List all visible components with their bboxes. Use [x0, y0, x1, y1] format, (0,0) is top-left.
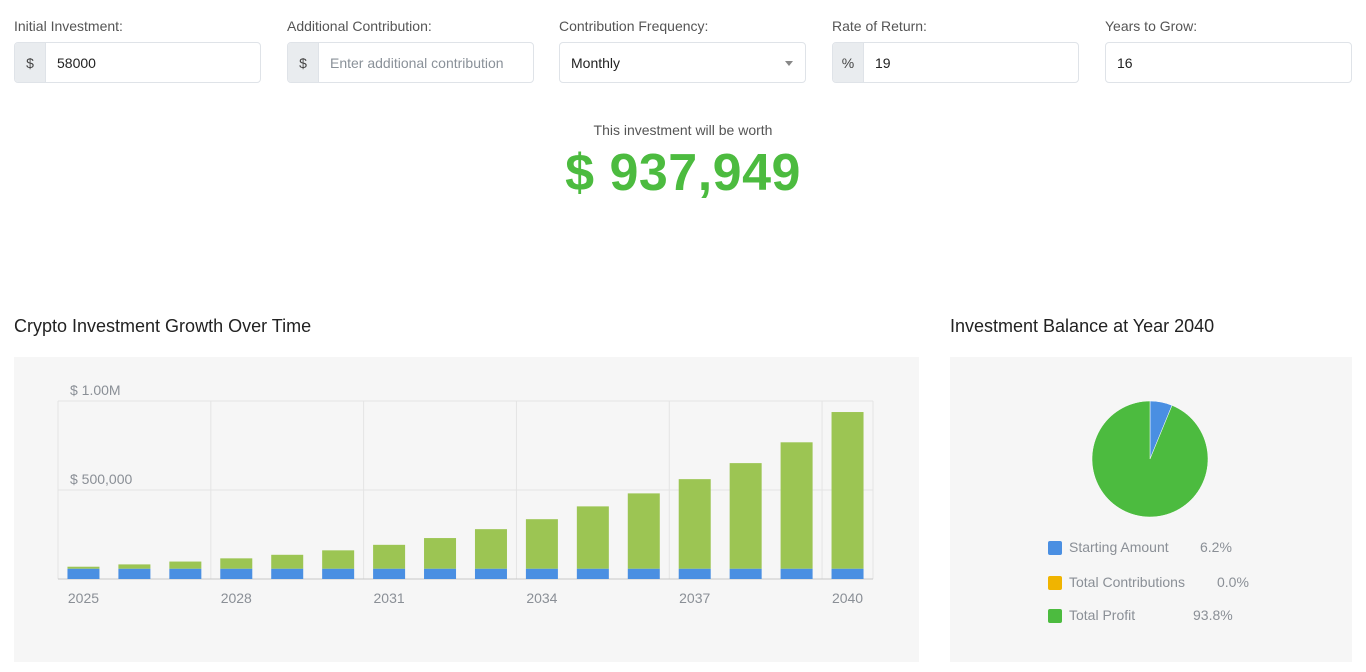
balance-chart-title: Investment Balance at Year 2040	[950, 316, 1215, 336]
legend-swatch	[1048, 576, 1062, 590]
bar-total-profit-2034[interactable]	[525, 519, 558, 569]
bar-total-profit-2030[interactable]	[322, 550, 355, 569]
contribution-frequency-select[interactable]: Monthly	[559, 42, 806, 83]
bar-starting-amount-2037[interactable]	[678, 568, 711, 579]
bar-starting-amount-2025[interactable]	[67, 568, 100, 579]
dollar-prefix: $	[15, 43, 46, 82]
bar-starting-amount-2029[interactable]	[271, 568, 304, 579]
bar-total-profit-2027[interactable]	[169, 561, 202, 569]
growth-chart-panel: $ 500,000 $ 1.00M 2025 2028 2031 2034 2037 2040	[14, 357, 919, 662]
legend-swatch	[1048, 541, 1062, 555]
bar-total-profit-2032[interactable]	[424, 538, 457, 569]
percent-prefix: %	[833, 43, 864, 82]
contribution-frequency-label: Contribution Frequency:	[559, 18, 709, 34]
bar-starting-amount-2028[interactable]	[220, 568, 253, 579]
bar-total-profit-2040[interactable]	[831, 412, 864, 569]
initial-investment-field: Initial Investment: $ 58000	[14, 16, 261, 83]
years-to-grow-field: Years to Grow: 16	[1105, 16, 1352, 83]
bar-starting-amount-2033[interactable]	[474, 568, 507, 579]
bar-total-profit-2033[interactable]	[474, 529, 507, 569]
dollar-prefix: $	[288, 43, 319, 82]
legend-swatch	[1048, 609, 1062, 623]
contribution-frequency-field: Contribution Frequency: Monthly	[559, 16, 806, 83]
additional-contribution-input-group[interactable]: $ Enter additional contribution	[287, 42, 534, 83]
bar-starting-amount-2026[interactable]	[118, 568, 151, 579]
bar-total-profit-2035[interactable]	[576, 506, 609, 569]
bar-starting-amount-2031[interactable]	[373, 568, 406, 579]
bar-total-profit-2038[interactable]	[729, 463, 762, 569]
bar-starting-amount-2030[interactable]	[322, 568, 355, 579]
growth-bar-chart: $ 500,000 $ 1.00M 2025 2028 2031 2034 2037 2040	[57, 382, 874, 606]
bar-total-profit-2026[interactable]	[118, 564, 151, 569]
years-to-grow-label: Years to Grow:	[1105, 18, 1198, 34]
additional-contribution-field: Additional Contribution: $ Enter additio…	[287, 16, 534, 83]
x-tick-label: 2034	[526, 590, 557, 606]
bar-starting-amount-2036[interactable]	[627, 568, 660, 579]
years-to-grow-input[interactable]: 16	[1117, 54, 1133, 71]
initial-investment-input[interactable]: 58000	[57, 54, 96, 71]
worth-value: $ 937,949	[565, 144, 801, 202]
x-tick-label: 2040	[832, 590, 863, 606]
initial-investment-label: Initial Investment:	[14, 18, 123, 34]
rate-of-return-label: Rate of Return:	[832, 18, 927, 34]
rate-of-return-input-group[interactable]: % 19	[832, 42, 1079, 83]
legend-percent: 93.8%	[1193, 607, 1233, 623]
rate-of-return-input[interactable]: 19	[875, 54, 891, 71]
bar-total-profit-2029[interactable]	[271, 554, 304, 569]
balance-chart-panel	[950, 357, 1352, 662]
additional-contribution-input[interactable]: Enter additional contribution	[330, 54, 504, 71]
balance-pie-chart	[1091, 400, 1209, 518]
caret-down-icon	[785, 61, 793, 66]
bar-total-profit-2031[interactable]	[373, 544, 406, 569]
legend-label: Total Contributions	[1069, 574, 1185, 590]
additional-contribution-label: Additional Contribution:	[287, 18, 432, 34]
years-to-grow-input-group[interactable]: 16	[1105, 42, 1352, 83]
bar-starting-amount-2038[interactable]	[729, 568, 762, 579]
bar-total-profit-2028[interactable]	[220, 558, 253, 569]
bar-starting-amount-2027[interactable]	[169, 568, 202, 579]
rate-of-return-field: Rate of Return: % 19	[832, 16, 1079, 83]
legend-label: Starting Amount	[1069, 539, 1169, 555]
bar-starting-amount-2040[interactable]	[831, 568, 864, 579]
bar-starting-amount-2032[interactable]	[424, 568, 457, 579]
bar-starting-amount-2039[interactable]	[780, 568, 813, 579]
x-tick-label: 2037	[679, 590, 710, 606]
bar-starting-amount-2034[interactable]	[525, 568, 558, 579]
pie-slice-total-profit[interactable]	[1091, 400, 1209, 518]
x-tick-label: 2031	[374, 590, 405, 606]
bar-total-profit-2037[interactable]	[678, 479, 711, 569]
bar-total-profit-2025[interactable]	[67, 566, 100, 569]
growth-chart-title: Crypto Investment Growth Over Time	[14, 316, 312, 336]
y-tick-label: $ 500,000	[70, 471, 132, 487]
bar-total-profit-2036[interactable]	[627, 493, 660, 569]
legend-percent: 0.0%	[1217, 574, 1249, 590]
initial-investment-input-group[interactable]: $ 58000	[14, 42, 261, 83]
bar-starting-amount-2035[interactable]	[576, 568, 609, 579]
y-tick-label: $ 1.00M	[70, 382, 121, 398]
x-tick-label: 2025	[68, 590, 99, 606]
legend-percent: 6.2%	[1200, 539, 1232, 555]
bar-total-profit-2039[interactable]	[780, 442, 813, 569]
worth-label: This investment will be worth	[593, 122, 773, 138]
contribution-frequency-value: Monthly	[571, 54, 621, 71]
legend-label: Total Profit	[1069, 607, 1136, 623]
x-tick-label: 2028	[221, 590, 252, 606]
